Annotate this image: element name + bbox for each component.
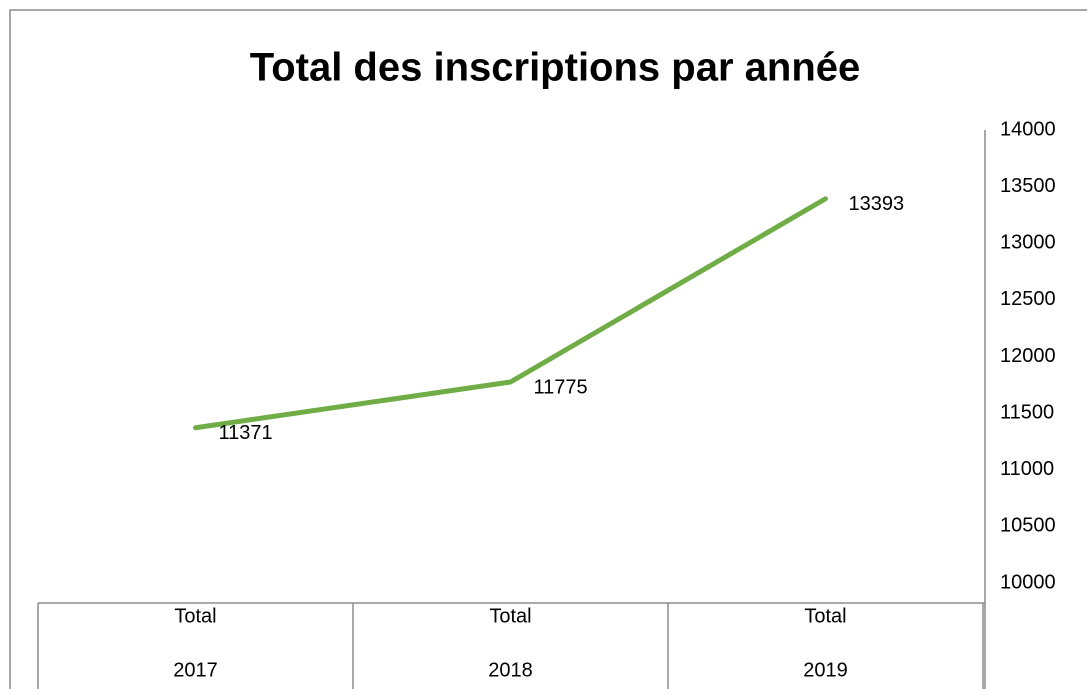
chart-border — [9, 9, 1087, 689]
x-group-label: Total — [174, 605, 216, 627]
y-tick-label: 14000 — [1000, 118, 1056, 140]
y-tick-label: 11500 — [1000, 401, 1054, 423]
x-group-label: Total — [804, 605, 846, 627]
y-tick-label: 10000 — [1000, 571, 1056, 593]
y-tick-label: 12500 — [1000, 288, 1056, 310]
line-series — [193, 196, 828, 431]
y-tick-label: 11000 — [1000, 458, 1054, 480]
data-label: 13393 — [849, 193, 905, 215]
x-tick-label: 2017 — [173, 659, 218, 681]
x-group-label: Total — [489, 605, 531, 627]
chart-title: Total des inscriptions par année — [250, 46, 861, 90]
x-tick-label: 2019 — [803, 659, 848, 681]
x-tick-label: 2018 — [488, 659, 533, 681]
y-tick-label: 13000 — [1000, 232, 1056, 254]
y-tick-label: 13500 — [1000, 175, 1056, 197]
data-label: 11371 — [219, 422, 273, 444]
data-label: 11775 — [534, 376, 588, 398]
y-tick-label: 12000 — [1000, 345, 1056, 367]
y-tick-label: 10500 — [1000, 515, 1056, 537]
